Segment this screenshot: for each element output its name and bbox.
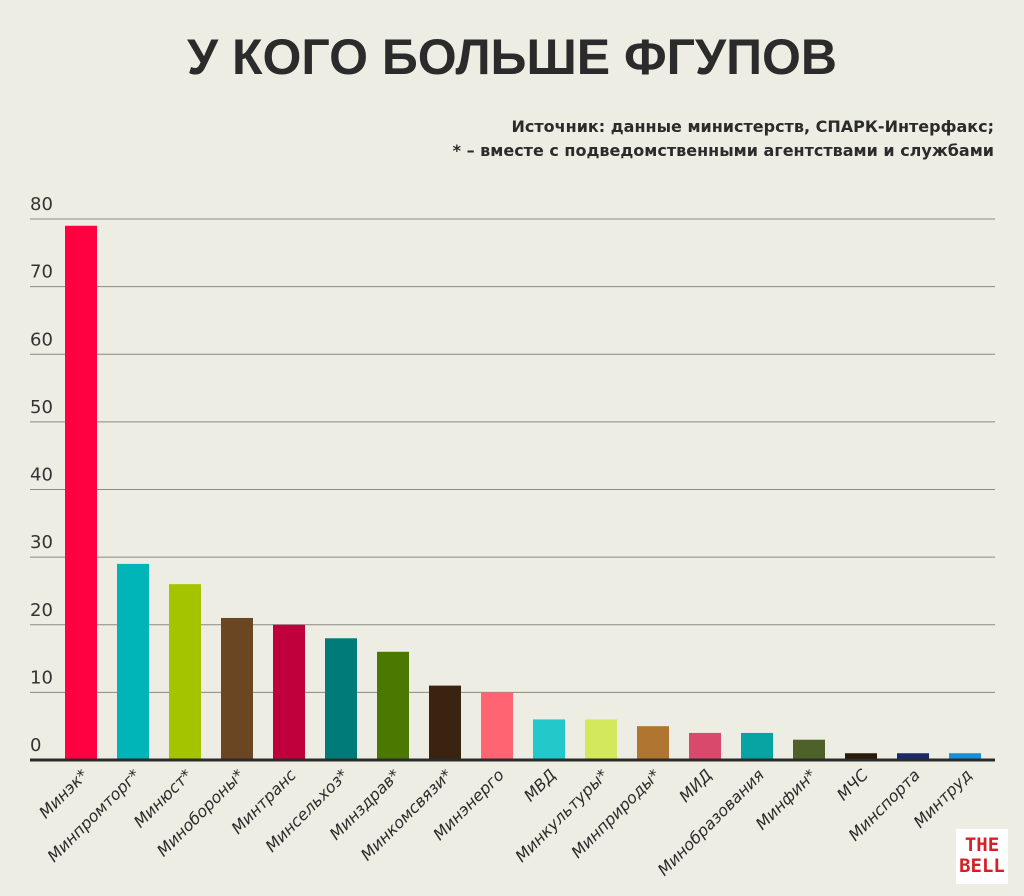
bar (689, 732, 721, 760)
bar (845, 753, 877, 760)
x-tick-label: Минпромторг* (44, 765, 144, 865)
bar (481, 692, 513, 760)
y-tick-label: 40 (30, 465, 53, 486)
bar (325, 638, 357, 760)
y-tick-label: 20 (30, 600, 53, 621)
bar (949, 753, 981, 760)
x-tick-label: Минприроды* (567, 765, 663, 861)
y-tick-label: 30 (30, 532, 53, 553)
y-tick-label: 0 (30, 735, 41, 756)
bar (429, 685, 461, 760)
bar (377, 651, 409, 760)
bar (793, 739, 825, 760)
bar (897, 753, 929, 760)
x-tick-label: Минкультуры* (511, 765, 611, 865)
bar (65, 225, 97, 760)
x-tick-label: МИД (675, 765, 716, 806)
bar (117, 563, 149, 760)
y-tick-label: 10 (30, 667, 53, 688)
the-bell-logo: THE BELL (956, 829, 1008, 884)
bar (637, 726, 669, 760)
x-tick-label: Минкомсвязи* (357, 765, 456, 864)
footnote: * – вместе с подведомственными агентства… (452, 141, 994, 160)
source-note: Источник: данные министерств, СПАРК-Инте… (511, 117, 994, 136)
bar (273, 624, 305, 760)
chart-title: У КОГО БОЛЬШЕ ФГУПОВ (186, 29, 838, 85)
bar (533, 719, 565, 760)
y-tick-label: 50 (30, 397, 53, 418)
bar (741, 732, 773, 760)
bar (585, 719, 617, 760)
y-tick-label: 60 (30, 329, 53, 350)
y-tick-label: 80 (30, 194, 53, 215)
x-tick-label: МВД (520, 765, 560, 805)
x-tick-label: МЧС (833, 765, 872, 804)
y-tick-label: 70 (30, 262, 53, 283)
bar (169, 584, 201, 760)
bar (221, 617, 253, 760)
